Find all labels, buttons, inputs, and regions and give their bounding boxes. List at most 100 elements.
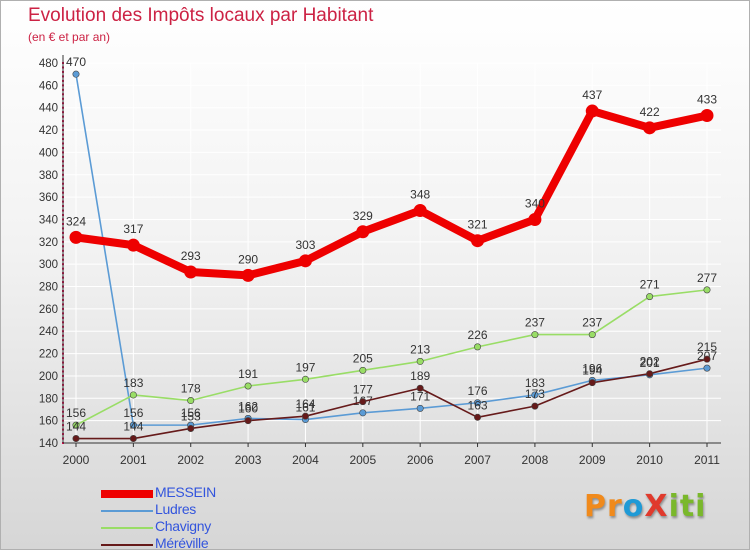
y-tick-label-320: 320 — [39, 237, 58, 249]
data-point-messein-2002 — [184, 265, 198, 279]
data-point-mereville-2006 — [416, 384, 424, 392]
data-label-messein-2011: 433 — [697, 93, 717, 107]
proxiti-logo: ProXiti — [584, 489, 706, 524]
data-point-mereville-2002 — [187, 424, 195, 432]
y-tick-label-280: 280 — [39, 282, 58, 294]
data-point-ludres-2008 — [531, 391, 539, 399]
y-tick-label-200: 200 — [39, 371, 58, 383]
series-line-mereville — [76, 358, 708, 440]
data-label-mereville-2004: 164 — [295, 397, 315, 411]
y-tick-label-480: 480 — [39, 58, 58, 70]
logo-letters-iti: iti — [668, 489, 707, 524]
legend-swatch-messein — [101, 490, 153, 498]
data-point-mereville-2010 — [646, 370, 654, 378]
x-tick-label-2007: 2007 — [464, 453, 491, 467]
x-tick-label-2006: 2006 — [407, 453, 434, 467]
y-tick-label-180: 180 — [39, 393, 58, 405]
data-point-messein-2010 — [643, 121, 657, 135]
series-line-messein — [75, 107, 708, 280]
data-point-messein-2005 — [356, 225, 370, 239]
data-label-ludres-2002: 156 — [181, 406, 201, 420]
data-point-messein-2003 — [241, 268, 255, 282]
series-line-chavigny — [75, 289, 708, 426]
data-point-messein-2008 — [528, 212, 542, 226]
data-point-mereville-2008 — [531, 402, 539, 410]
data-label-chavigny-2000: 156 — [66, 406, 86, 420]
x-tick-label-2004: 2004 — [292, 453, 319, 467]
logo-letter-o: o — [622, 489, 645, 524]
data-label-chavigny-2008: 237 — [525, 316, 545, 330]
data-label-messein-2008: 340 — [525, 196, 545, 210]
data-point-ludres-2005 — [359, 409, 367, 417]
data-label-ludres-2010: 201 — [640, 356, 660, 370]
data-point-mereville-2000 — [72, 435, 80, 443]
y-tick-label-360: 360 — [39, 192, 58, 204]
y-tick-label-440: 440 — [39, 103, 58, 115]
data-label-messein-2009: 437 — [582, 88, 602, 102]
data-point-chavigny-2001 — [129, 391, 137, 399]
data-label-ludres-2006: 171 — [410, 389, 430, 403]
data-point-chavigny-2007 — [474, 343, 482, 351]
data-point-messein-2001 — [126, 238, 140, 252]
y-tick-label-460: 460 — [39, 80, 58, 92]
data-label-ludres-2003: 162 — [238, 399, 258, 413]
data-label-mereville-2003: 160 — [238, 402, 258, 416]
legend-label-chavigny: Chavigny — [155, 518, 211, 534]
data-label-mereville-2005: 177 — [353, 383, 373, 397]
data-point-messein-2007 — [471, 234, 485, 248]
data-point-mereville-2003 — [244, 417, 252, 425]
data-label-mereville-2008: 173 — [525, 387, 545, 401]
y-tick-label-340: 340 — [39, 214, 58, 226]
data-point-chavigny-2008 — [531, 331, 539, 339]
data-label-ludres-2009: 196 — [582, 361, 602, 375]
data-label-ludres-2008: 183 — [525, 376, 545, 390]
y-tick-label-380: 380 — [39, 170, 58, 182]
data-point-chavigny-2002 — [187, 397, 195, 405]
y-tick-label-260: 260 — [39, 304, 58, 316]
data-label-mereville-2006: 189 — [410, 369, 430, 383]
data-point-mereville-2009 — [588, 379, 596, 387]
data-point-chavigny-2010 — [646, 293, 654, 301]
data-label-mereville-2010: 202 — [640, 355, 660, 369]
x-tick-label-2001: 2001 — [120, 453, 147, 467]
y-tick-label-400: 400 — [39, 147, 58, 159]
data-point-chavigny-2011 — [703, 286, 711, 294]
data-label-mereville-2009: 194 — [582, 364, 602, 378]
logo-letter-x: X — [644, 489, 669, 524]
y-tick-label-220: 220 — [39, 349, 58, 361]
data-label-messein-2000: 324 — [66, 214, 86, 228]
data-label-messein-2007: 321 — [468, 218, 488, 232]
data-label-messein-2006: 348 — [410, 188, 430, 202]
x-tick-label-2003: 2003 — [235, 453, 262, 467]
data-label-mereville-2002: 153 — [181, 409, 201, 423]
data-label-messein-2010: 422 — [640, 105, 660, 119]
series-line-ludres — [75, 74, 708, 426]
y-tick-label-300: 300 — [39, 259, 58, 271]
data-point-chavigny-2005 — [359, 366, 367, 374]
data-label-messein-2004: 303 — [295, 238, 315, 252]
data-point-ludres-2007 — [474, 399, 482, 407]
data-label-mereville-2000: 144 — [66, 420, 86, 434]
data-label-chavigny-2009: 237 — [582, 316, 602, 330]
x-tick-label-2002: 2002 — [177, 453, 204, 467]
chart-subtitle: (en € et par an) — [28, 30, 111, 44]
y-tick-label-140: 140 — [39, 438, 58, 450]
y-tick-label-240: 240 — [39, 326, 58, 338]
x-tick-label-2008: 2008 — [522, 453, 549, 467]
data-point-chavigny-2004 — [301, 375, 309, 383]
data-point-chavigny-2006 — [416, 357, 424, 365]
data-label-chavigny-2001: 183 — [123, 376, 143, 390]
data-point-messein-2009 — [585, 104, 599, 118]
x-tick-label-2000: 2000 — [63, 453, 90, 467]
data-point-mereville-2001 — [129, 435, 137, 443]
x-tick-label-2011: 2011 — [694, 453, 720, 467]
data-label-chavigny-2011: 277 — [697, 271, 717, 285]
legend-label-ludres: Ludres — [155, 501, 197, 517]
data-point-messein-2000 — [69, 230, 83, 244]
data-label-ludres-2004: 161 — [295, 401, 315, 415]
data-point-mereville-2004 — [301, 412, 309, 420]
data-point-messein-2011 — [700, 109, 714, 123]
y-tick-label-420: 420 — [39, 125, 58, 137]
